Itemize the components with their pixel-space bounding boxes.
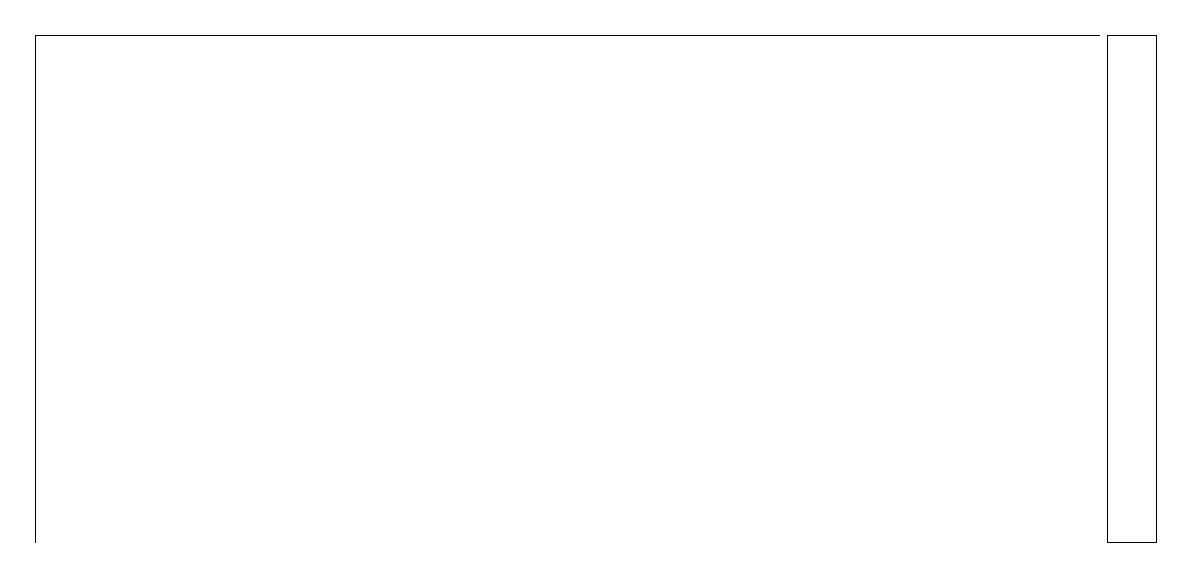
x-axis-labels — [35, 546, 1100, 566]
colorbar — [1107, 35, 1157, 543]
heatmap-grid — [35, 35, 1100, 543]
y-axis-labels — [4, 35, 30, 543]
